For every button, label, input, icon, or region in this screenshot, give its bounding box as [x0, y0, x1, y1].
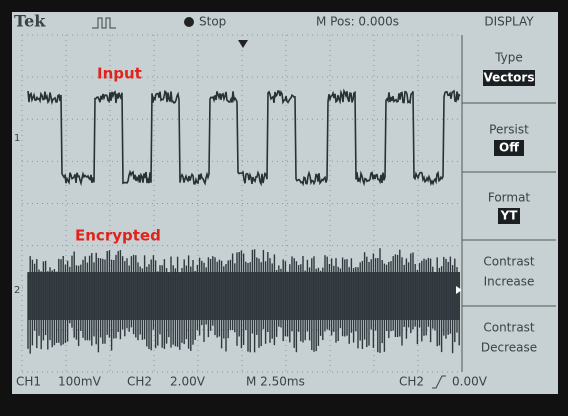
ch2-label: CH2 — [127, 375, 152, 389]
menu-title: DISPLAY — [484, 15, 534, 29]
stop-dot — [184, 17, 194, 27]
menu-action-title[interactable]: Contrast — [483, 321, 535, 335]
display — [12, 12, 558, 394]
menu-item-value[interactable]: YT — [500, 209, 519, 223]
menu-item-value[interactable]: Off — [499, 141, 519, 155]
trigger-source: CH2 — [399, 375, 424, 389]
ch1-scale: 100mV — [58, 375, 102, 389]
menu-item-title: Format — [488, 191, 531, 205]
run-status: Stop — [199, 15, 226, 29]
channel-marker: 1 — [14, 133, 20, 144]
ch1-label: CH1 — [16, 375, 41, 389]
trigger-level-value: 0.00V — [452, 375, 488, 389]
position: M Pos: 0.000s — [316, 15, 399, 29]
timebase: M 2.50ms — [246, 375, 305, 389]
menu-action[interactable]: Decrease — [481, 341, 537, 355]
page: Tek Stop M Pos: 0.000s DISPLAY Input Enc… — [0, 0, 568, 416]
menu-item-title: Persist — [489, 123, 529, 137]
menu-action[interactable]: Increase — [484, 275, 535, 289]
trace-label: Encrypted — [75, 227, 161, 245]
menu-action-title[interactable]: Contrast — [483, 255, 535, 269]
channel-marker: 2 — [14, 285, 20, 296]
brand: Tek — [14, 12, 46, 31]
ch2-scale: 2.00V — [170, 375, 206, 389]
menu-item-title: Type — [494, 51, 523, 65]
scope-screen: Tek Stop M Pos: 0.000s DISPLAY Input Enc… — [0, 0, 568, 416]
menu-item-value[interactable]: Vectors — [484, 71, 535, 85]
trace-label: Input — [97, 65, 142, 83]
